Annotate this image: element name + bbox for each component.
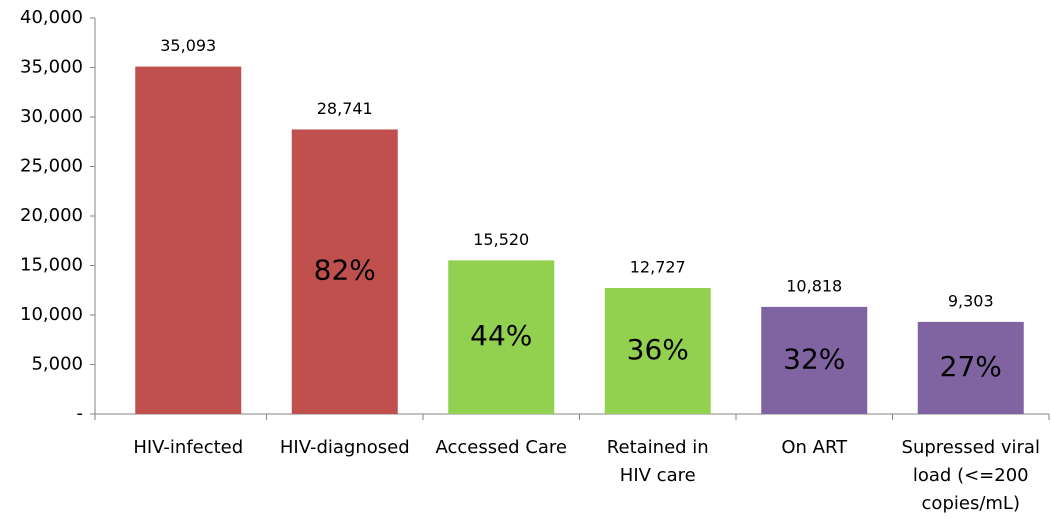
value-label: 15,520 bbox=[473, 230, 529, 249]
value-label: 10,818 bbox=[786, 276, 842, 295]
x-tick-label: HIV-infected bbox=[133, 437, 244, 458]
share-label: 32% bbox=[783, 342, 845, 375]
bar bbox=[448, 260, 555, 414]
share-label: 36% bbox=[627, 333, 689, 366]
x-tick-label: HIV-diagnosed bbox=[279, 437, 410, 458]
x-tick-label: Accessed Care bbox=[435, 437, 568, 458]
value-label: 9,303 bbox=[948, 291, 994, 310]
bar bbox=[761, 306, 868, 414]
y-tick-label: 25,000 bbox=[20, 156, 83, 177]
y-tick-label: 30,000 bbox=[20, 106, 83, 127]
y-tick-label: 10,000 bbox=[20, 304, 83, 325]
y-tick-label: - bbox=[77, 403, 84, 424]
bar bbox=[291, 129, 398, 414]
y-tick-label: 20,000 bbox=[20, 205, 83, 226]
value-label: 12,727 bbox=[630, 258, 686, 277]
y-tick-label: 15,000 bbox=[20, 255, 83, 276]
value-label: 28,741 bbox=[317, 99, 373, 118]
bar bbox=[917, 321, 1024, 414]
share-label: 82% bbox=[314, 254, 376, 287]
y-tick-label: 5,000 bbox=[31, 354, 83, 375]
x-tick-label: Retained in HIV care bbox=[606, 437, 709, 486]
share-label: 44% bbox=[470, 319, 532, 352]
y-tick-label: 40,000 bbox=[20, 7, 83, 28]
bar bbox=[135, 66, 242, 415]
value-label: 35,093 bbox=[160, 36, 216, 55]
x-tick-label: On ART bbox=[781, 437, 848, 458]
bar bbox=[604, 288, 711, 414]
y-tick-label: 35,000 bbox=[20, 57, 83, 78]
x-tick-label: Supressed viral load (<=200 copies/mL) bbox=[901, 437, 1040, 514]
share-label: 27% bbox=[940, 350, 1002, 383]
